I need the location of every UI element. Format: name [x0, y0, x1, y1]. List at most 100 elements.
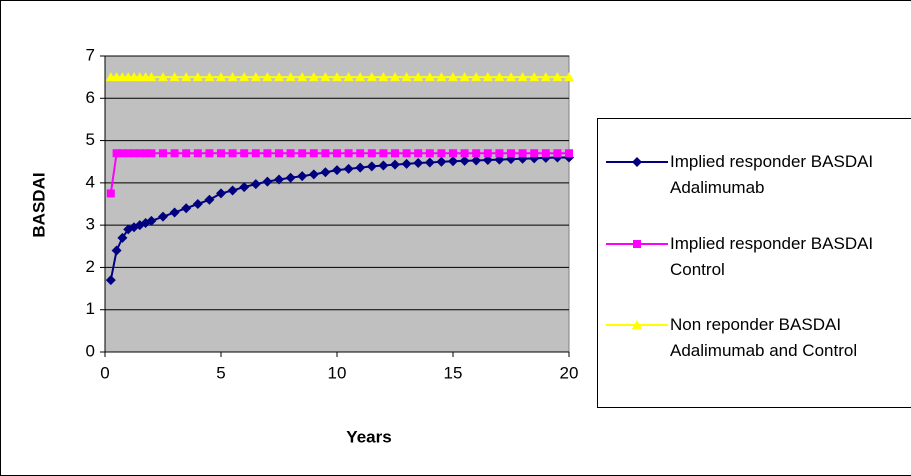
- marker: [141, 149, 150, 158]
- y-axis-label: BASDAI: [29, 172, 48, 237]
- marker: [217, 149, 225, 158]
- marker: [355, 72, 366, 82]
- marker: [216, 72, 226, 82]
- marker: [262, 72, 273, 82]
- marker: [471, 155, 482, 166]
- y-tick-label: 7: [86, 45, 95, 64]
- marker: [308, 72, 319, 82]
- marker: [124, 149, 133, 158]
- marker: [239, 182, 250, 193]
- marker: [506, 72, 516, 82]
- marker: [414, 149, 423, 158]
- marker: [402, 149, 411, 158]
- marker: [182, 149, 191, 158]
- y-tick-label: 5: [86, 130, 95, 149]
- marker: [390, 159, 400, 170]
- x-tick-label: 10: [328, 363, 347, 382]
- marker: [633, 240, 641, 248]
- marker: [413, 72, 424, 82]
- x-tick-label: 15: [444, 363, 463, 382]
- marker: [159, 149, 167, 158]
- marker: [321, 149, 330, 158]
- marker: [106, 189, 115, 198]
- marker: [112, 149, 121, 158]
- marker: [495, 149, 504, 158]
- y-tick-label: 3: [86, 215, 95, 234]
- marker: [192, 199, 203, 209]
- marker: [308, 169, 319, 180]
- marker: [250, 179, 261, 190]
- marker: [181, 72, 192, 82]
- marker: [297, 72, 308, 82]
- marker: [204, 194, 215, 205]
- marker: [541, 149, 550, 158]
- marker: [274, 72, 284, 82]
- marker: [240, 149, 249, 158]
- marker: [356, 149, 365, 158]
- marker: [448, 156, 458, 167]
- marker: [449, 149, 457, 158]
- marker: [158, 211, 168, 222]
- marker: [117, 232, 128, 243]
- marker: [298, 149, 307, 158]
- marker: [111, 245, 122, 256]
- marker: [192, 72, 203, 82]
- marker: [118, 149, 127, 158]
- marker: [379, 149, 388, 158]
- marker: [332, 72, 342, 82]
- plot-area: [104, 55, 570, 353]
- legend-swatch: [606, 157, 668, 167]
- legend-swatch: [606, 320, 668, 329]
- marker: [564, 72, 574, 82]
- marker: [320, 167, 331, 178]
- marker: [130, 149, 138, 158]
- marker: [553, 149, 562, 158]
- marker: [424, 72, 435, 82]
- marker: [483, 149, 492, 158]
- y-tick-label: 6: [86, 88, 95, 107]
- marker: [274, 174, 284, 185]
- marker: [158, 72, 168, 82]
- marker: [632, 157, 642, 167]
- marker: [343, 163, 354, 174]
- marker: [472, 149, 481, 158]
- legend: Implied responder BASDAI Adalimumab Impli…: [597, 118, 911, 408]
- marker: [507, 149, 515, 158]
- marker: [530, 149, 539, 158]
- marker: [135, 149, 144, 158]
- marker: [425, 149, 434, 158]
- marker: [518, 149, 527, 158]
- marker: [401, 72, 412, 82]
- marker: [105, 275, 116, 286]
- marker: [251, 149, 260, 158]
- marker: [344, 149, 353, 158]
- x-tick-label: 20: [560, 363, 579, 382]
- legend-label: Implied responder BASDAI Adalimumab: [670, 152, 874, 197]
- marker: [436, 156, 447, 167]
- marker: [332, 165, 342, 176]
- legend-label: Implied responder BASDAI Control: [670, 234, 874, 279]
- marker: [285, 72, 296, 82]
- marker: [494, 72, 505, 82]
- marker: [448, 72, 458, 82]
- legend-label: Non reponder BASDAI Adalimumab and Contr…: [670, 315, 858, 360]
- marker: [471, 72, 482, 82]
- marker: [459, 155, 470, 166]
- marker: [343, 72, 354, 82]
- marker: [540, 72, 551, 82]
- marker: [204, 72, 215, 82]
- marker: [459, 72, 470, 82]
- marker: [205, 149, 214, 158]
- marker: [239, 72, 250, 82]
- marker: [437, 149, 446, 158]
- marker: [228, 149, 237, 158]
- marker: [436, 72, 447, 82]
- marker: [181, 203, 192, 214]
- marker: [275, 149, 283, 158]
- marker: [227, 72, 238, 82]
- marker: [333, 149, 341, 158]
- marker: [424, 157, 435, 168]
- marker: [169, 207, 180, 218]
- marker: [193, 149, 202, 158]
